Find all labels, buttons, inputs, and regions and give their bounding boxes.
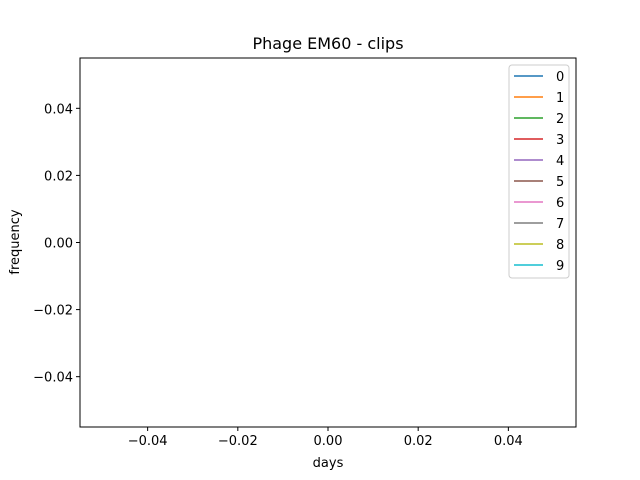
x-axis: −0.04 −0.02 0.00 0.02 0.04 — [128, 427, 523, 449]
legend-label-1: 1 — [556, 91, 564, 106]
y-tick-label: 0.04 — [44, 102, 73, 117]
legend-label-5: 5 — [556, 175, 564, 190]
legend-label-7: 7 — [556, 217, 564, 232]
y-tick-label: 0.00 — [44, 237, 73, 252]
plot-frame — [79, 57, 577, 428]
x-tick-label: 0.00 — [314, 434, 343, 449]
y-axis-label: frequency — [8, 209, 23, 275]
y-axis: −0.04 −0.02 0.00 0.02 0.04 — [33, 102, 80, 386]
y-tick-label: 0.02 — [44, 169, 73, 184]
y-tick-label: −0.02 — [33, 304, 73, 319]
legend-label-8: 8 — [556, 238, 564, 253]
legend-label-3: 3 — [556, 133, 564, 148]
legend-label-9: 9 — [556, 259, 564, 274]
x-tick-label: −0.02 — [218, 434, 258, 449]
legend-label-6: 6 — [556, 196, 564, 211]
plot-area — [80, 58, 576, 427]
x-tick-label: −0.04 — [128, 434, 168, 449]
legend-label-0: 0 — [556, 70, 564, 85]
legend: 0 1 2 3 4 5 6 7 8 9 — [508, 64, 570, 279]
legend-label-2: 2 — [556, 112, 564, 127]
x-axis-label: days — [313, 456, 344, 471]
x-tick-label: 0.04 — [494, 434, 523, 449]
chart-title: Phage EM60 - clips — [252, 34, 403, 53]
y-tick-label: −0.04 — [33, 371, 73, 386]
x-tick-label: 0.02 — [404, 434, 433, 449]
legend-label-4: 4 — [556, 154, 564, 169]
